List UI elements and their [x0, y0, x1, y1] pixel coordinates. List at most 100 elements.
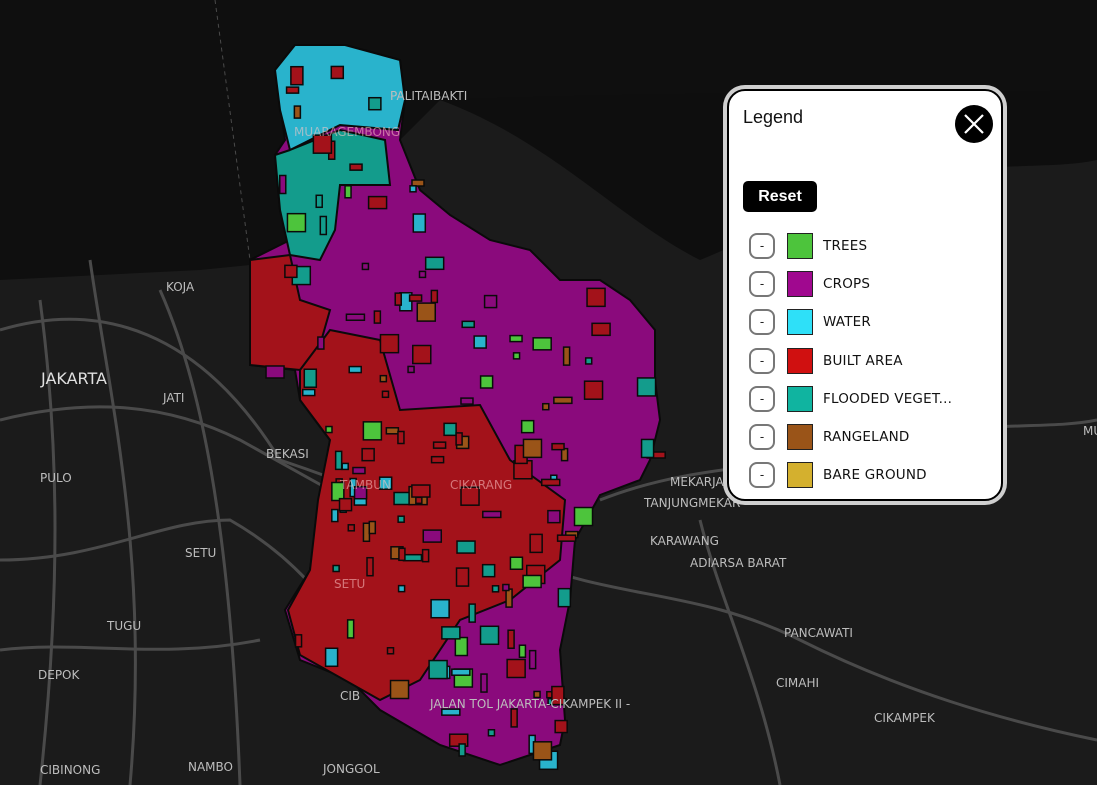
label-muaragembong: MUARAGEMBONG: [294, 125, 400, 139]
region-landcover: [249, 44, 662, 767]
landcover-pixel: [518, 644, 527, 658]
landcover-pixel: [532, 337, 552, 351]
toggle-class-button[interactable]: -: [749, 462, 775, 489]
landcover-pixel: [285, 86, 300, 94]
landcover-pixel: [557, 587, 572, 608]
landcover-pixel: [454, 636, 469, 657]
landcover-pixel: [529, 533, 543, 554]
landcover-pixel: [583, 380, 604, 400]
label-cibinong: CIBINONG: [40, 763, 100, 777]
legend-item: - WATER: [749, 303, 952, 341]
landcover-pixel: [554, 719, 568, 734]
landcover-pixel: [584, 357, 593, 365]
color-swatch: [787, 462, 813, 489]
landcover-pixel: [455, 567, 470, 587]
landcover-pixel: [366, 556, 374, 577]
landcover-pixel: [522, 438, 543, 459]
landcover-pixel: [481, 563, 496, 578]
label-cikarang: CIKARANG: [450, 478, 512, 492]
landcover-pixel: [352, 466, 366, 475]
region-water: [273, 44, 407, 152]
landcover-pixel: [362, 421, 383, 441]
landcover-pixel: [347, 524, 356, 532]
landcover-pixel: [509, 334, 523, 343]
landcover-pixel: [265, 365, 285, 379]
landcover-pixel: [482, 510, 502, 519]
landcover-pixel: [441, 708, 461, 716]
color-swatch: [787, 309, 813, 336]
landcover-pixel: [394, 292, 402, 306]
landcover-pixel: [368, 96, 382, 111]
landcover-pixel: [456, 540, 476, 554]
landcover-pixel: [507, 629, 515, 649]
landcover-pixel: [556, 534, 577, 542]
landcover-pixel: [385, 427, 400, 435]
landcover-pixel: [480, 673, 488, 693]
label-jakarta: JAKARTA: [40, 369, 107, 388]
landcover-pixel: [346, 619, 355, 639]
landcover-pixel: [636, 377, 657, 397]
legend-item: - FLOODED VEGET...: [749, 380, 952, 418]
reset-button[interactable]: Reset: [743, 181, 817, 212]
landcover-pixel: [573, 506, 594, 527]
label-tugu: TUGU: [106, 619, 141, 633]
landcover-pixel: [509, 556, 524, 571]
landcover-pixel: [430, 455, 445, 464]
legend-items: - TREES - CROPS - WATER - BUILT AREA - FLOOD…: [749, 227, 952, 494]
legend-panel: Legend Reset - TREES - CROPS - WATER - BUIL…: [727, 89, 1003, 501]
legend-item-label: BUILT AREA: [823, 352, 903, 369]
legend-item-label: TREES: [823, 238, 868, 255]
label-jati: JATI: [162, 391, 184, 405]
landcover-pixel: [430, 289, 439, 304]
toggle-class-button[interactable]: -: [749, 347, 775, 374]
landcover-pixel: [428, 659, 448, 680]
landcover-pixel: [411, 484, 431, 498]
legend-item-label: WATER: [823, 314, 871, 331]
landcover-pixel: [302, 388, 316, 397]
landcover-pixel: [312, 134, 333, 154]
landcover-pixel: [540, 478, 561, 487]
landcover-pixel: [532, 741, 553, 761]
landcover-pixel: [460, 486, 480, 506]
landcover-pixel: [348, 365, 362, 374]
close-button[interactable]: [955, 105, 993, 143]
landcover-pixel: [416, 302, 437, 322]
landcover-pixel: [520, 419, 535, 434]
label-pancawati: PANCAWATI: [784, 626, 853, 640]
landcover-pixel: [640, 438, 655, 459]
label-koja: KOJA: [166, 280, 195, 294]
landcover-pixel: [522, 574, 542, 589]
label-mekarja: MEKARJA: [670, 475, 724, 489]
label-nambo: NAMBO: [188, 760, 233, 774]
label-bekasi: BEKASI: [266, 447, 309, 461]
landcover-pixel: [455, 432, 463, 446]
toggle-class-button[interactable]: -: [749, 385, 775, 412]
landcover-pixel: [562, 346, 571, 366]
toggle-class-button[interactable]: -: [749, 233, 775, 260]
landcover-pixel: [415, 496, 423, 505]
landcover-pixel: [473, 335, 487, 349]
region-built-west: [249, 253, 332, 372]
legend-item: - RANGELAND: [749, 418, 952, 456]
landcover-pixel: [487, 729, 496, 737]
landcover-pixel: [451, 668, 471, 676]
label-cikampek: CIKAMPEK: [874, 711, 936, 725]
label-cib: CIB: [340, 689, 360, 703]
landcover-pixel: [331, 508, 339, 523]
landcover-pixel: [409, 185, 417, 193]
landcover-pixel: [379, 374, 388, 383]
legend-item: - CROPS: [749, 265, 952, 303]
landcover-pixel: [290, 65, 304, 86]
landcover-pixel: [330, 65, 345, 80]
landcover-pixel: [345, 313, 366, 321]
toggle-class-button[interactable]: -: [749, 424, 775, 451]
landcover-pixel: [407, 365, 415, 374]
landcover-pixel: [458, 743, 466, 757]
landcover-pixel: [344, 185, 352, 199]
toggle-class-button[interactable]: -: [749, 309, 775, 336]
landcover-pixel: [361, 262, 370, 271]
landcover-pixel: [389, 679, 410, 700]
toggle-class-button[interactable]: -: [749, 271, 775, 298]
label-tanjungmekar: TANJUNGMEKAR: [643, 496, 740, 510]
landcover-pixel: [502, 583, 510, 592]
